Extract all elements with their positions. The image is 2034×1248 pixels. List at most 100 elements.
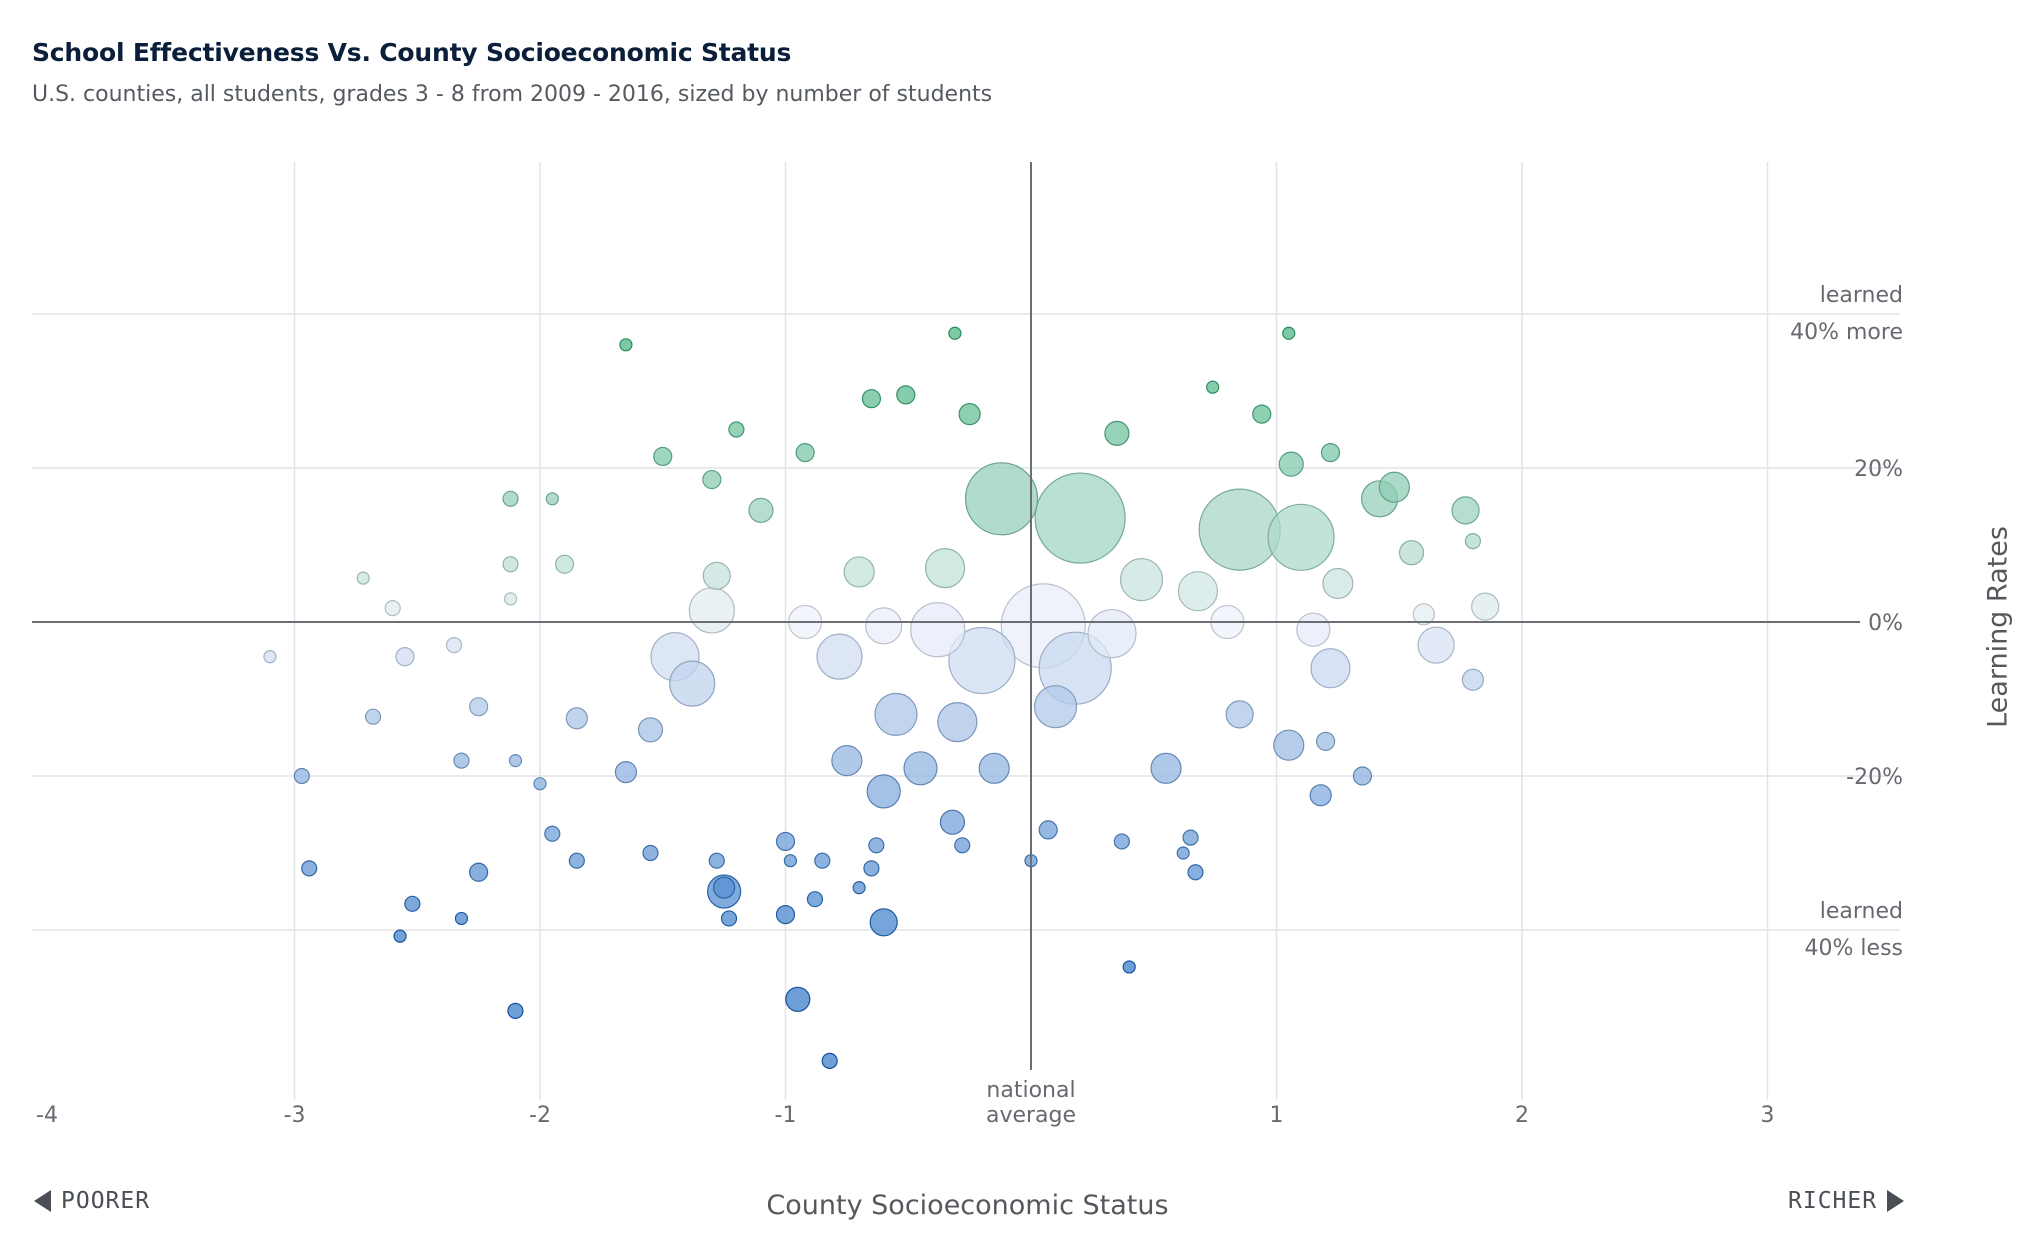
data-point — [1113, 833, 1130, 850]
data-point — [1267, 503, 1335, 571]
data-point — [937, 701, 978, 743]
data-point — [1398, 540, 1425, 566]
x-tick-label: -1 — [775, 1103, 797, 1128]
richer-label: RICHER — [1788, 1188, 1878, 1214]
data-point — [1034, 472, 1126, 564]
data-point — [1461, 668, 1485, 691]
data-point — [642, 844, 659, 862]
data-point — [1177, 571, 1219, 612]
data-point — [1352, 766, 1373, 786]
data-point — [1417, 626, 1455, 664]
chart-subtitle: U.S. counties, all students, grades 3 - … — [32, 82, 993, 107]
data-point — [356, 571, 370, 585]
axis-lines — [32, 162, 1860, 1070]
data-point — [795, 443, 815, 463]
data-point — [1273, 729, 1305, 761]
data-point — [454, 911, 469, 926]
data-point — [453, 752, 470, 769]
data-point — [1252, 404, 1272, 424]
data-point — [1315, 731, 1336, 751]
data-point — [831, 744, 863, 777]
data-point — [1451, 496, 1480, 525]
data-point — [948, 626, 1016, 695]
data-point — [1278, 451, 1304, 477]
data-point — [964, 462, 1039, 536]
data-point — [619, 338, 633, 352]
data-point — [507, 1002, 524, 1019]
data-point — [545, 492, 559, 506]
data-point — [869, 908, 898, 937]
data-point — [748, 497, 774, 523]
data-point — [384, 600, 401, 617]
data-point — [568, 852, 585, 869]
data-point — [554, 554, 575, 574]
x-zero-label: average — [986, 1103, 1076, 1128]
data-point — [939, 809, 966, 835]
data-point — [958, 403, 981, 426]
data-point — [728, 421, 745, 438]
x-axis-label: County Socioeconomic Status — [766, 1190, 1169, 1221]
data-point — [978, 752, 1010, 784]
data-point — [814, 852, 831, 869]
data-point — [1104, 420, 1130, 446]
data-point — [1282, 326, 1296, 340]
data-point — [1322, 567, 1354, 600]
x-tick-label: -3 — [284, 1103, 306, 1128]
data-point — [783, 854, 798, 868]
x-zero-label: national — [986, 1078, 1075, 1103]
data-point — [502, 490, 519, 507]
data-point — [445, 636, 463, 654]
y-tick-label: learned — [1820, 899, 1903, 924]
data-point — [1310, 648, 1351, 689]
data-point — [669, 660, 716, 707]
data-point — [874, 692, 918, 737]
data-point — [910, 602, 966, 658]
poorer-nav[interactable]: POORER — [34, 1188, 150, 1214]
data-point — [843, 556, 875, 588]
data-point — [1296, 612, 1331, 647]
data-point — [1182, 829, 1199, 846]
x-tick-label: 3 — [1761, 1103, 1775, 1128]
data-point — [1225, 700, 1254, 729]
data-point — [866, 774, 901, 809]
data-point — [954, 837, 971, 854]
data-point — [863, 860, 880, 877]
data-point — [1122, 960, 1136, 974]
data-point — [785, 986, 811, 1012]
data-point — [1378, 471, 1410, 503]
y-tick-label: learned — [1820, 283, 1903, 308]
data-point — [544, 825, 561, 842]
data-points — [263, 326, 1500, 1070]
richer-nav[interactable]: RICHER — [1788, 1188, 1905, 1214]
data-point — [1464, 533, 1482, 550]
arrow-left-icon — [34, 1190, 51, 1212]
data-point — [1038, 820, 1058, 840]
data-point — [806, 891, 824, 908]
x-tick-label: 1 — [1270, 1103, 1284, 1128]
data-point — [816, 633, 863, 680]
data-point — [301, 860, 318, 877]
data-point — [1471, 592, 1500, 621]
arrow-right-icon — [1887, 1190, 1905, 1212]
data-point — [1033, 685, 1078, 729]
data-point — [1412, 603, 1435, 626]
grid-lines — [32, 162, 1900, 1100]
data-point — [1150, 752, 1182, 784]
data-point — [1119, 558, 1164, 602]
y-axis-label: Learning Rates — [1982, 526, 2014, 728]
data-point — [469, 862, 489, 882]
data-point — [1309, 784, 1332, 807]
y-tick-label: 20% — [1854, 457, 1903, 482]
data-point — [533, 777, 547, 791]
data-point — [1206, 380, 1220, 394]
data-point — [395, 647, 415, 667]
data-point — [1198, 488, 1281, 571]
data-point — [508, 753, 523, 768]
data-point — [896, 385, 916, 405]
data-point — [502, 556, 519, 573]
data-point — [364, 708, 382, 725]
data-point — [637, 717, 664, 743]
data-point — [688, 587, 735, 634]
x-tick-label: -2 — [529, 1103, 551, 1128]
